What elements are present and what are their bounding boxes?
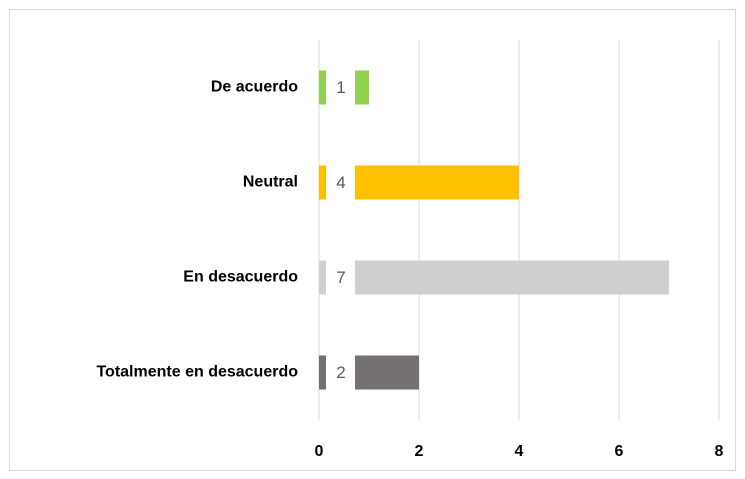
- x-tick-label: 4: [515, 443, 524, 460]
- chart-border: [9, 9, 736, 471]
- data-label-background: [326, 354, 355, 391]
- y-tick-label: En desacuerdo: [183, 269, 298, 286]
- x-tick-label: 2: [415, 443, 424, 460]
- data-label: 7: [336, 268, 345, 287]
- y-tick-label: De acuerdo: [211, 79, 298, 96]
- x-tick-label: 6: [615, 443, 624, 460]
- y-tick-label: Neutral: [243, 174, 298, 191]
- data-label: 2: [336, 363, 345, 382]
- y-tick-label: Totalmente en desacuerdo: [96, 364, 298, 381]
- data-label-background: [326, 69, 355, 106]
- x-tick-label: 8: [715, 443, 724, 460]
- bar: [319, 260, 669, 295]
- data-label-background: [326, 259, 355, 296]
- data-label: 1: [336, 78, 345, 97]
- data-label: 4: [336, 173, 345, 192]
- data-label-background: [326, 164, 355, 201]
- x-tick-label: 0: [315, 443, 324, 460]
